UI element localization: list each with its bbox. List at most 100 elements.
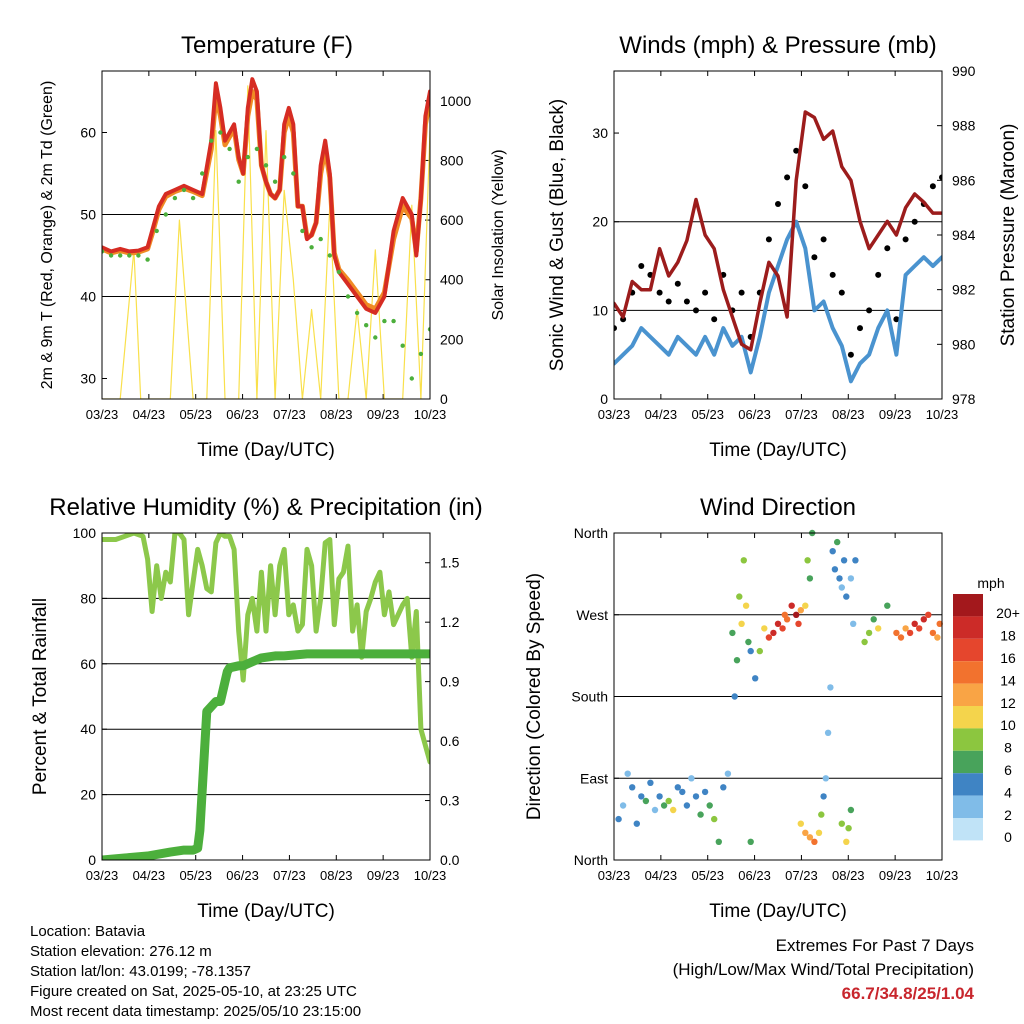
extremes-summary: Extremes For Past 7 Days (High/Low/Max W… <box>673 934 974 1006</box>
colorbar-swatch <box>953 750 983 774</box>
direction-point <box>840 557 848 564</box>
colorbar-swatch <box>953 661 983 684</box>
dewpoint-point <box>108 253 114 258</box>
direction-point <box>660 802 668 809</box>
direction-point <box>822 775 829 782</box>
y2-tick-label: 0.3 <box>440 793 460 809</box>
dewpoint-point <box>309 245 314 250</box>
direction-point <box>815 829 823 836</box>
direction-point <box>729 629 736 637</box>
dewpoint-point <box>418 351 424 357</box>
direction-point <box>838 820 845 827</box>
direction-point <box>824 729 832 736</box>
direction-point <box>806 575 814 582</box>
gust-point <box>775 201 781 207</box>
direction-point <box>884 602 891 609</box>
gust-point <box>929 183 936 190</box>
direction-point <box>629 784 636 791</box>
chart-panel-4: Wind DirectionNorthEastSouthWestNorth03/… <box>524 494 958 922</box>
y-tick-label: 60 <box>80 656 96 672</box>
y-axis-label: Direction (Colored By Speed) <box>524 573 545 820</box>
direction-point <box>656 793 663 800</box>
y-axis-label: Percent & Total Rainfall <box>30 598 51 795</box>
direction-point <box>770 629 777 637</box>
x-tick-label: 10/23 <box>414 868 447 883</box>
direction-point <box>783 616 791 623</box>
gust-point <box>875 271 882 278</box>
direction-point <box>811 838 818 845</box>
x-tick-label: 05/23 <box>691 407 724 422</box>
plot-area <box>102 533 430 860</box>
y2-tick-label: 1.5 <box>440 555 460 571</box>
colorbar-label: 12 <box>1000 695 1016 711</box>
y-tick-label: 0 <box>600 391 608 407</box>
y2-tick-label: 1.2 <box>440 614 460 630</box>
x-tick-label: 09/23 <box>879 407 912 422</box>
direction-point <box>706 802 713 809</box>
direction-point <box>829 548 836 555</box>
dewpoint-point <box>318 236 323 242</box>
dewpoint-point <box>391 318 396 324</box>
x-tick-label: 09/23 <box>367 407 400 422</box>
direction-point <box>934 634 941 641</box>
direction-point <box>697 811 704 818</box>
dewpoint-point <box>163 212 168 217</box>
direction-point <box>642 797 650 805</box>
dewpoint-point <box>254 146 260 152</box>
y2-tick-label: 988 <box>952 118 976 134</box>
direction-point <box>850 620 857 627</box>
gust-point <box>939 174 942 181</box>
direction-point <box>797 820 804 827</box>
direction-point <box>647 779 654 786</box>
plot-frame <box>101 70 431 400</box>
dewpoint-point <box>345 294 351 299</box>
x-axis-label: Time (Day/UTC) <box>709 440 847 461</box>
x-tick-label: 09/23 <box>367 868 400 883</box>
direction-point <box>692 793 700 800</box>
direction-point <box>740 557 747 564</box>
direction-point <box>870 616 877 623</box>
y-tick-label: North <box>574 852 608 868</box>
plot-frame <box>613 70 943 400</box>
direction-point <box>843 593 850 600</box>
gust-point <box>693 307 699 314</box>
direction-point <box>875 625 882 632</box>
direction-point <box>865 629 873 637</box>
colorbar-swatch <box>953 638 983 662</box>
direction-point <box>738 620 745 627</box>
temp-2m-line <box>102 77 430 315</box>
x-tick-label: 05/23 <box>179 868 212 883</box>
y-tick-label: 30 <box>80 371 96 387</box>
dewpoint-point <box>172 195 178 201</box>
gust-point <box>665 298 672 305</box>
gust-point <box>911 218 918 225</box>
y-tick-label: 40 <box>80 721 96 737</box>
temp-9m-line <box>102 89 430 312</box>
direction-point <box>906 629 914 637</box>
y2-tick-label: 200 <box>440 331 464 347</box>
direction-point <box>847 806 855 814</box>
dewpoint-point <box>354 310 360 316</box>
gust-point <box>866 307 873 314</box>
y2-tick-label: 978 <box>952 391 976 407</box>
y2-tick-label: 982 <box>952 282 976 298</box>
y2-tick-label: 986 <box>952 172 976 188</box>
rainfall-line <box>102 649 430 860</box>
colorbar-swatch <box>953 728 983 751</box>
direction-point <box>733 657 741 664</box>
direction-point <box>795 620 802 627</box>
plot-area <box>102 77 430 399</box>
direction-point <box>793 611 800 618</box>
x-tick-label: 04/23 <box>133 868 166 883</box>
direction-point <box>818 811 825 818</box>
gust-point <box>711 316 718 323</box>
direction-point <box>761 625 768 632</box>
y2-tick-label: 990 <box>952 63 976 79</box>
gust-point <box>702 289 709 296</box>
x-tick-label: 03/23 <box>598 868 631 883</box>
x-tick-label: 09/23 <box>879 868 912 883</box>
direction-point <box>916 625 923 632</box>
gust-point <box>674 280 681 287</box>
created-text: Figure created on Sat, 2025-05-10, at 23… <box>30 983 357 1000</box>
